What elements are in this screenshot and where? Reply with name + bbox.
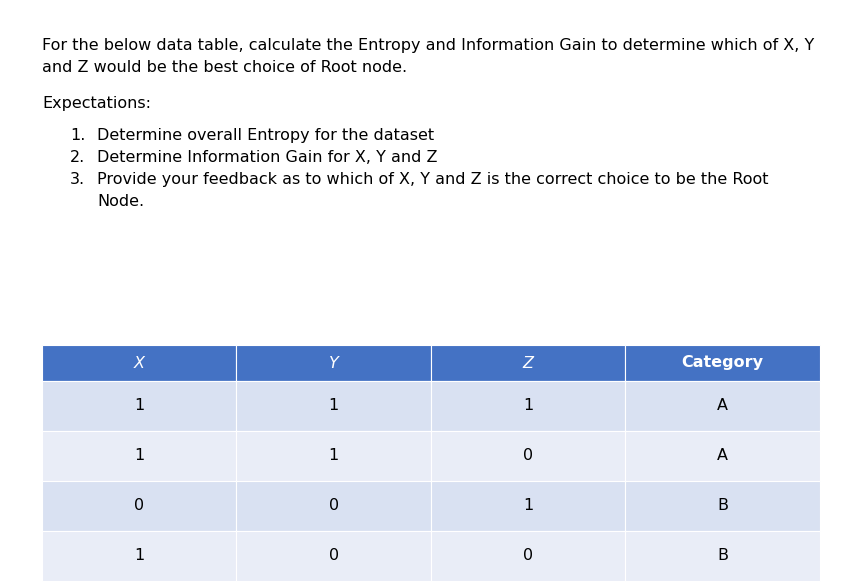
- Bar: [42, 381, 236, 431]
- Bar: [236, 345, 430, 381]
- Bar: [430, 381, 625, 431]
- Text: B: B: [716, 499, 728, 513]
- Bar: [430, 431, 625, 481]
- Bar: [430, 481, 625, 531]
- Text: 1: 1: [134, 399, 144, 413]
- Bar: [236, 531, 430, 581]
- Bar: [236, 431, 430, 481]
- Text: 1: 1: [134, 449, 144, 463]
- Text: Z: Z: [522, 356, 533, 370]
- Bar: [430, 531, 625, 581]
- Text: 1: 1: [523, 499, 533, 513]
- Bar: [42, 345, 236, 381]
- Text: 2.: 2.: [70, 150, 85, 165]
- Text: 3.: 3.: [70, 172, 85, 187]
- Bar: [625, 381, 819, 431]
- Bar: [236, 381, 430, 431]
- Text: 0: 0: [523, 449, 533, 463]
- Text: A: A: [716, 399, 728, 413]
- Text: Provide your feedback as to which of X, Y and Z is the correct choice to be the : Provide your feedback as to which of X, …: [97, 172, 768, 187]
- Text: 0: 0: [328, 549, 338, 563]
- Text: Category: Category: [681, 356, 763, 370]
- Bar: [625, 531, 819, 581]
- Bar: [42, 531, 236, 581]
- Text: Y: Y: [329, 356, 338, 370]
- Text: 1: 1: [328, 449, 338, 463]
- Text: For the below data table, calculate the Entropy and Information Gain to determin: For the below data table, calculate the …: [42, 38, 814, 53]
- Text: 0: 0: [523, 549, 533, 563]
- Bar: [625, 481, 819, 531]
- Text: 1: 1: [328, 399, 338, 413]
- Text: Expectations:: Expectations:: [42, 96, 151, 111]
- Text: 1: 1: [134, 549, 144, 563]
- Text: 1: 1: [523, 399, 533, 413]
- Text: Determine overall Entropy for the dataset: Determine overall Entropy for the datase…: [97, 128, 434, 143]
- Text: 1.: 1.: [70, 128, 85, 143]
- Bar: [42, 481, 236, 531]
- Text: Node.: Node.: [97, 194, 144, 209]
- Text: and Z would be the best choice of Root node.: and Z would be the best choice of Root n…: [42, 60, 406, 75]
- Bar: [430, 345, 625, 381]
- Text: X: X: [133, 356, 145, 370]
- Text: Determine Information Gain for X, Y and Z: Determine Information Gain for X, Y and …: [97, 150, 437, 165]
- Bar: [42, 431, 236, 481]
- Text: 0: 0: [134, 499, 144, 513]
- Bar: [236, 481, 430, 531]
- Text: B: B: [716, 549, 728, 563]
- Bar: [625, 431, 819, 481]
- Text: 0: 0: [328, 499, 338, 513]
- Bar: [625, 345, 819, 381]
- Text: A: A: [716, 449, 728, 463]
